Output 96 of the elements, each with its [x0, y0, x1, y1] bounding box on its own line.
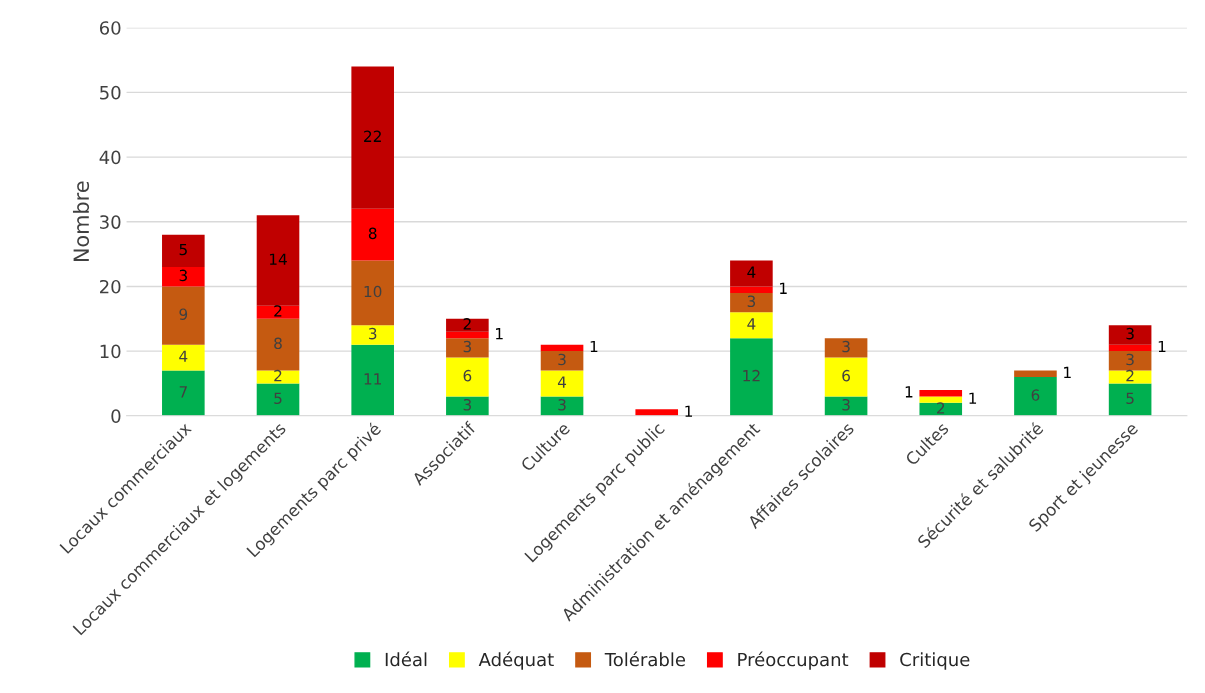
data-label: 8 — [274, 337, 282, 350]
data-label: 6 — [1031, 389, 1040, 401]
bar — [1108, 344, 1152, 352]
y-tick-label: 10 — [100, 344, 121, 359]
data-label: 11 — [364, 373, 381, 385]
bar — [446, 357, 489, 397]
data-label: 3 — [368, 327, 377, 340]
data-label: 3 — [179, 269, 187, 282]
bar — [351, 260, 394, 326]
data-label: 3 — [558, 398, 566, 411]
y-tick-label: 50 — [100, 85, 121, 100]
bar — [162, 267, 205, 287]
data-label: 4 — [747, 318, 756, 330]
bar — [446, 331, 489, 339]
bar — [256, 318, 300, 371]
data-label: 3 — [463, 398, 471, 411]
y-tick-label: 60 — [99, 21, 121, 35]
bar — [351, 66, 394, 209]
data-label: 1 — [969, 392, 977, 404]
bar — [162, 234, 205, 268]
data-label: 5 — [1126, 392, 1134, 405]
data-label: 2 — [274, 369, 282, 382]
bar — [540, 370, 584, 397]
y-tick-label: 30 — [100, 215, 121, 229]
data-label: 10 — [364, 285, 382, 298]
bar — [824, 396, 868, 416]
bar — [256, 305, 300, 319]
bar — [919, 396, 963, 403]
bar — [730, 338, 773, 416]
bar — [256, 215, 300, 306]
y-tick-label: 0 — [111, 409, 121, 423]
bar — [730, 286, 773, 293]
bar — [1108, 351, 1152, 371]
data-label: 2 — [274, 305, 282, 317]
bar — [162, 370, 205, 416]
bar — [919, 389, 963, 397]
data-label: 3 — [747, 295, 756, 308]
data-label: 1 — [685, 405, 693, 417]
data-label: 2 — [1126, 369, 1134, 382]
legend-label: Adéquat — [478, 651, 554, 670]
data-label: 6 — [463, 369, 472, 382]
data-label: 8 — [368, 227, 377, 240]
data-label: 3 — [463, 340, 471, 353]
data-label: 14 — [269, 253, 287, 265]
legend-label: Idéal — [385, 651, 427, 667]
bar — [824, 357, 868, 397]
legend-label: Critique — [900, 652, 970, 670]
bar — [1014, 370, 1057, 377]
bar — [540, 351, 584, 371]
bar — [351, 208, 394, 261]
bar — [824, 338, 868, 358]
bar — [446, 396, 489, 416]
data-label: 3 — [1126, 353, 1134, 366]
bar — [1014, 376, 1057, 416]
data-label: 4 — [557, 376, 567, 388]
data-label: 7 — [179, 386, 187, 398]
bar — [162, 344, 205, 371]
data-label: 3 — [842, 340, 850, 353]
legend-label: Tolérable — [604, 651, 686, 667]
data-label: 1 — [590, 340, 598, 353]
data-label: 4 — [179, 350, 188, 362]
bar — [351, 325, 394, 345]
legend-label: Préoccupant — [738, 651, 849, 670]
bar — [730, 292, 773, 313]
data-label: 6 — [842, 369, 850, 382]
y-tick-label: 40 — [99, 150, 121, 165]
bar — [446, 318, 489, 332]
y-axis-title: Nombre — [72, 181, 90, 262]
data-label: 5 — [274, 392, 282, 405]
data-label: 2 — [937, 402, 945, 414]
data-label: 5 — [179, 243, 187, 256]
data-label: 22 — [364, 130, 381, 142]
bar — [446, 338, 489, 358]
bar — [162, 286, 205, 345]
data-label: 1 — [905, 386, 913, 398]
data-label: 4 — [747, 266, 756, 278]
bar — [635, 409, 679, 416]
bar — [1108, 325, 1152, 345]
data-label: 1 — [1064, 366, 1071, 378]
data-label: 3 — [842, 398, 850, 411]
data-label: 9 — [179, 308, 188, 320]
bar — [256, 383, 300, 416]
data-label: 1 — [496, 328, 503, 340]
bar — [730, 260, 773, 287]
data-label: 3 — [558, 353, 566, 366]
data-label: 1 — [1158, 340, 1166, 353]
data-label: 12 — [743, 369, 760, 382]
bar — [1108, 383, 1152, 416]
bar — [730, 312, 773, 339]
bar — [540, 396, 584, 416]
data-label: 1 — [780, 282, 787, 294]
data-label: 3 — [1126, 327, 1134, 340]
y-tick-label: 20 — [100, 279, 121, 294]
bar — [351, 344, 394, 416]
data-label: 2 — [463, 318, 471, 330]
bar — [540, 344, 584, 352]
